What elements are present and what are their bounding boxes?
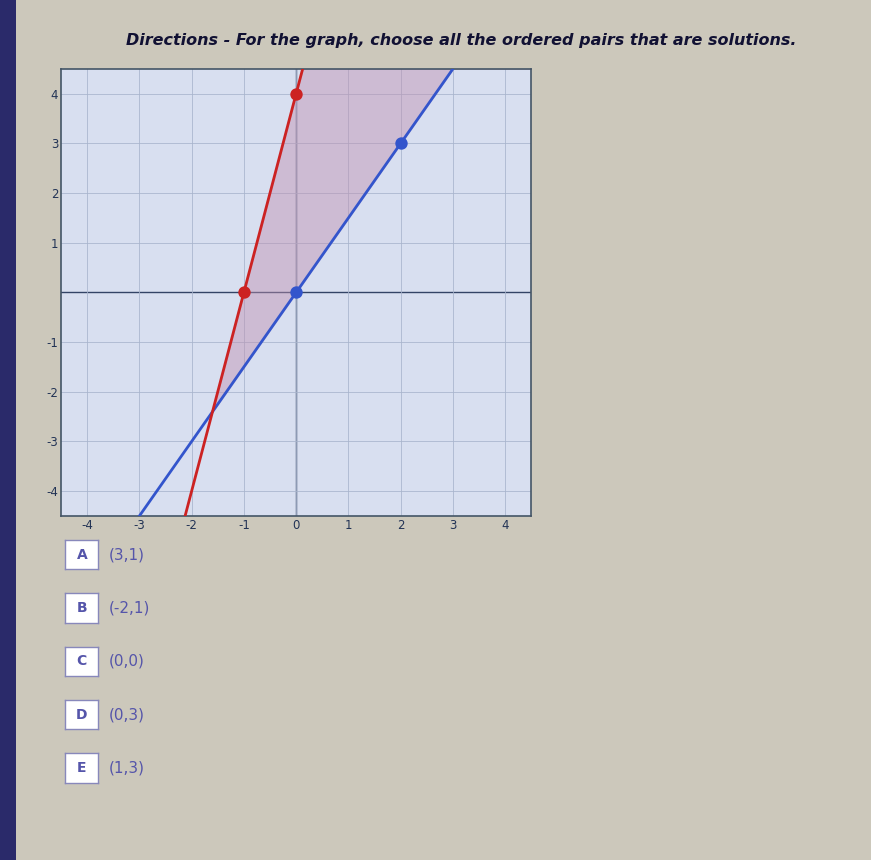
Text: E: E — [78, 761, 86, 775]
Text: (-2,1): (-2,1) — [109, 600, 151, 616]
Text: A: A — [77, 548, 87, 562]
Point — [237, 286, 251, 299]
Text: D: D — [76, 708, 88, 722]
Text: B: B — [77, 601, 87, 615]
Point — [394, 137, 408, 150]
Text: Directions - For the graph, choose all the ordered pairs that are solutions.: Directions - For the graph, choose all t… — [126, 33, 797, 47]
Text: (3,1): (3,1) — [109, 547, 145, 562]
Text: (0,0): (0,0) — [109, 654, 145, 669]
Text: (1,3): (1,3) — [109, 760, 145, 776]
Point — [289, 286, 303, 299]
Text: (0,3): (0,3) — [109, 707, 145, 722]
Point — [289, 87, 303, 101]
Text: C: C — [77, 654, 87, 668]
